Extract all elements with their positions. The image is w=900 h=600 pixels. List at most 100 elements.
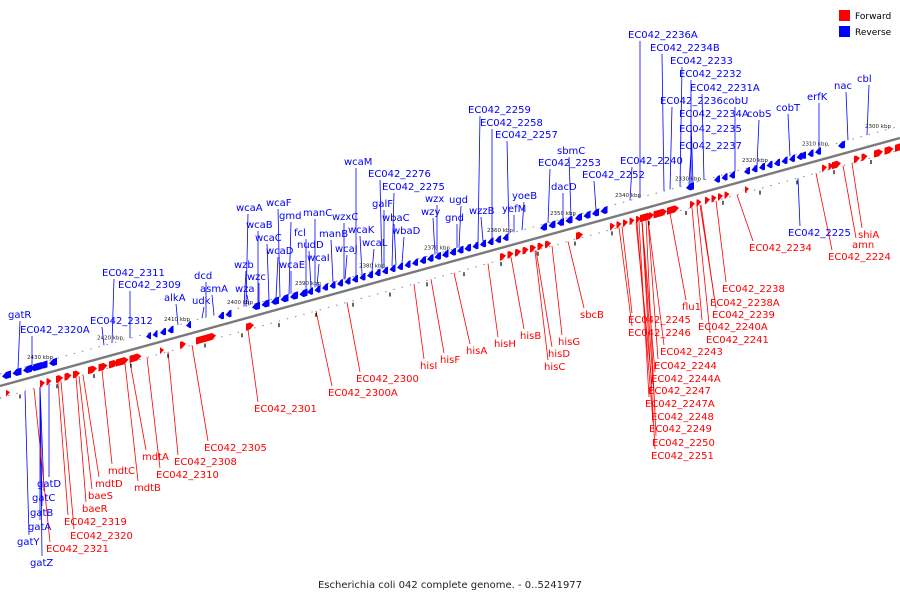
- connector-line: [521, 201, 525, 231]
- reverse-gene-arrow: [774, 158, 780, 167]
- reverse-gene-label: udk: [192, 296, 211, 307]
- reverse-gene-arrow: [565, 215, 573, 224]
- reverse-gene-arrow: [744, 166, 750, 175]
- connector-line: [636, 222, 654, 423]
- reverse-gene-label: EC042_2253: [538, 158, 601, 169]
- connector-line: [647, 219, 665, 346]
- scale-tick-label: 2360 kbp: [487, 228, 513, 234]
- reverse-gene-arrow: [548, 220, 556, 229]
- reverse-gene-label: EC042_2312: [90, 316, 153, 327]
- reverse-gene-arrow: [759, 162, 765, 171]
- forward-gene-label: EC042_2234: [749, 243, 812, 254]
- forward-gene-arrow: [640, 212, 652, 223]
- reverse-gene-label: wcaK: [348, 225, 375, 236]
- connector-line: [699, 205, 717, 309]
- forward-gene-label: EC042_2321: [46, 544, 109, 555]
- connector-line: [60, 381, 75, 530]
- forward-gene-label: shiA: [858, 230, 879, 241]
- connector-line: [379, 179, 383, 269]
- reverse-gene-label: asmA: [200, 284, 228, 295]
- scale-tick-label: 2430 kbp: [27, 355, 53, 361]
- reverse-gene-arrow: [39, 360, 48, 369]
- connector-line: [277, 208, 281, 297]
- reverse-gene-label: EC042_2275: [382, 182, 445, 193]
- reverse-gene-arrow: [146, 331, 151, 340]
- forward-gene-label: EC042_2244: [654, 361, 717, 372]
- scale-tick-label: 2310 kbp: [802, 141, 828, 147]
- connector-line: [618, 227, 633, 327]
- reverse-gene-label: gatB: [30, 508, 53, 519]
- forward-gene-arrow: [246, 322, 254, 331]
- forward-gene-arrow: [64, 372, 72, 381]
- forward-gene-label: EC042_2305: [204, 443, 267, 454]
- connector-line: [669, 213, 687, 301]
- forward-gene-label: EC042_2238: [722, 284, 785, 295]
- reverse-gene-arrow: [218, 311, 224, 320]
- map-caption: Escherichia coli 042 complete genome. - …: [318, 580, 582, 591]
- reverse-gene-arrow: [12, 367, 22, 377]
- reverse-gene-arrow: [367, 270, 373, 279]
- reverse-gene-label: gatY: [17, 537, 40, 548]
- forward-gene-label: EC042_2250: [652, 438, 715, 449]
- reverse-gene-label: manB: [319, 229, 348, 240]
- scale-tick-label: 2400 kbp: [227, 300, 253, 306]
- reverse-gene-label: cobS: [747, 109, 771, 120]
- reverse-gene-arrow: [815, 147, 821, 155]
- reverse-gene-label: wzy: [421, 207, 440, 218]
- forward-gene-arrow: [653, 209, 666, 219]
- connector-line: [430, 279, 445, 354]
- connector-line: [691, 207, 703, 321]
- forward-gene-arrow: [832, 160, 841, 170]
- connector-line: [316, 263, 320, 287]
- connector-line: [696, 205, 711, 334]
- reverse-gene-arrow: [427, 254, 434, 262]
- forward-gene-arrow: [745, 186, 749, 194]
- reverse-gene-label: EC042_2311: [102, 268, 165, 279]
- connector-line: [641, 221, 656, 450]
- connector-line: [669, 106, 673, 190]
- connector-line: [315, 310, 333, 387]
- forward-gene-label: hisC: [544, 362, 565, 373]
- forward-gene-label: EC042_2249: [649, 424, 712, 435]
- reverse-gene-label: EC042_2236: [660, 96, 723, 107]
- reverse-gene-label: gmd: [279, 211, 301, 222]
- reverse-gene-arrow: [729, 170, 735, 179]
- reverse-gene-label: wcaC: [255, 233, 282, 244]
- forward-gene-label: EC042_2241: [706, 335, 769, 346]
- reverse-gene-arrow: [359, 272, 366, 281]
- connector-line: [124, 363, 139, 482]
- reverse-gene-arrow: [450, 247, 456, 256]
- forward-gene-label: baeR: [82, 504, 108, 515]
- connector-line: [845, 91, 849, 141]
- forward-gene-label: EC042_2300: [356, 374, 419, 385]
- connector-line: [661, 53, 665, 192]
- reverse-gene-arrow: [789, 154, 795, 163]
- connector-line: [701, 93, 705, 181]
- connector-line: [243, 270, 247, 307]
- connector-line: [535, 250, 553, 348]
- reverse-gene-arrow: [314, 285, 321, 293]
- connector-line: [359, 235, 363, 275]
- connector-line: [33, 388, 51, 543]
- connector-line: [82, 375, 100, 478]
- forward-gene-arrow: [515, 248, 521, 257]
- reverse-gene-label: cbl: [857, 74, 872, 85]
- forward-gene-label: amn: [852, 240, 874, 251]
- forward-gene-arrow: [500, 253, 506, 261]
- forward-gene-arrow: [507, 251, 514, 259]
- reverse-gene-arrow: [271, 296, 279, 305]
- forward-gene-arrow: [649, 212, 654, 220]
- reverse-gene-label: EC042_2257: [495, 130, 558, 141]
- reverse-gene-label: gatD: [37, 479, 61, 490]
- forward-gene-label: EC042_2300A: [328, 388, 398, 399]
- reverse-gene-label: EC042_2232: [679, 69, 742, 80]
- genome-track: 2300 kbp 2310 kbp 2320 kbp 2330 kbp 2340 kbp…: [0, 124, 900, 399]
- reverse-gene-label: nudD: [297, 240, 324, 251]
- reverse-gene-label: wza: [235, 284, 255, 295]
- connector-line: [736, 194, 754, 242]
- connector-line: [211, 294, 215, 316]
- reverse-gene-label: EC042_2240: [620, 156, 683, 167]
- forward-gene-label: EC042_2245: [628, 315, 691, 326]
- reverse-gene-arrow: [592, 208, 599, 217]
- reverse-gene-arrow: [721, 173, 728, 181]
